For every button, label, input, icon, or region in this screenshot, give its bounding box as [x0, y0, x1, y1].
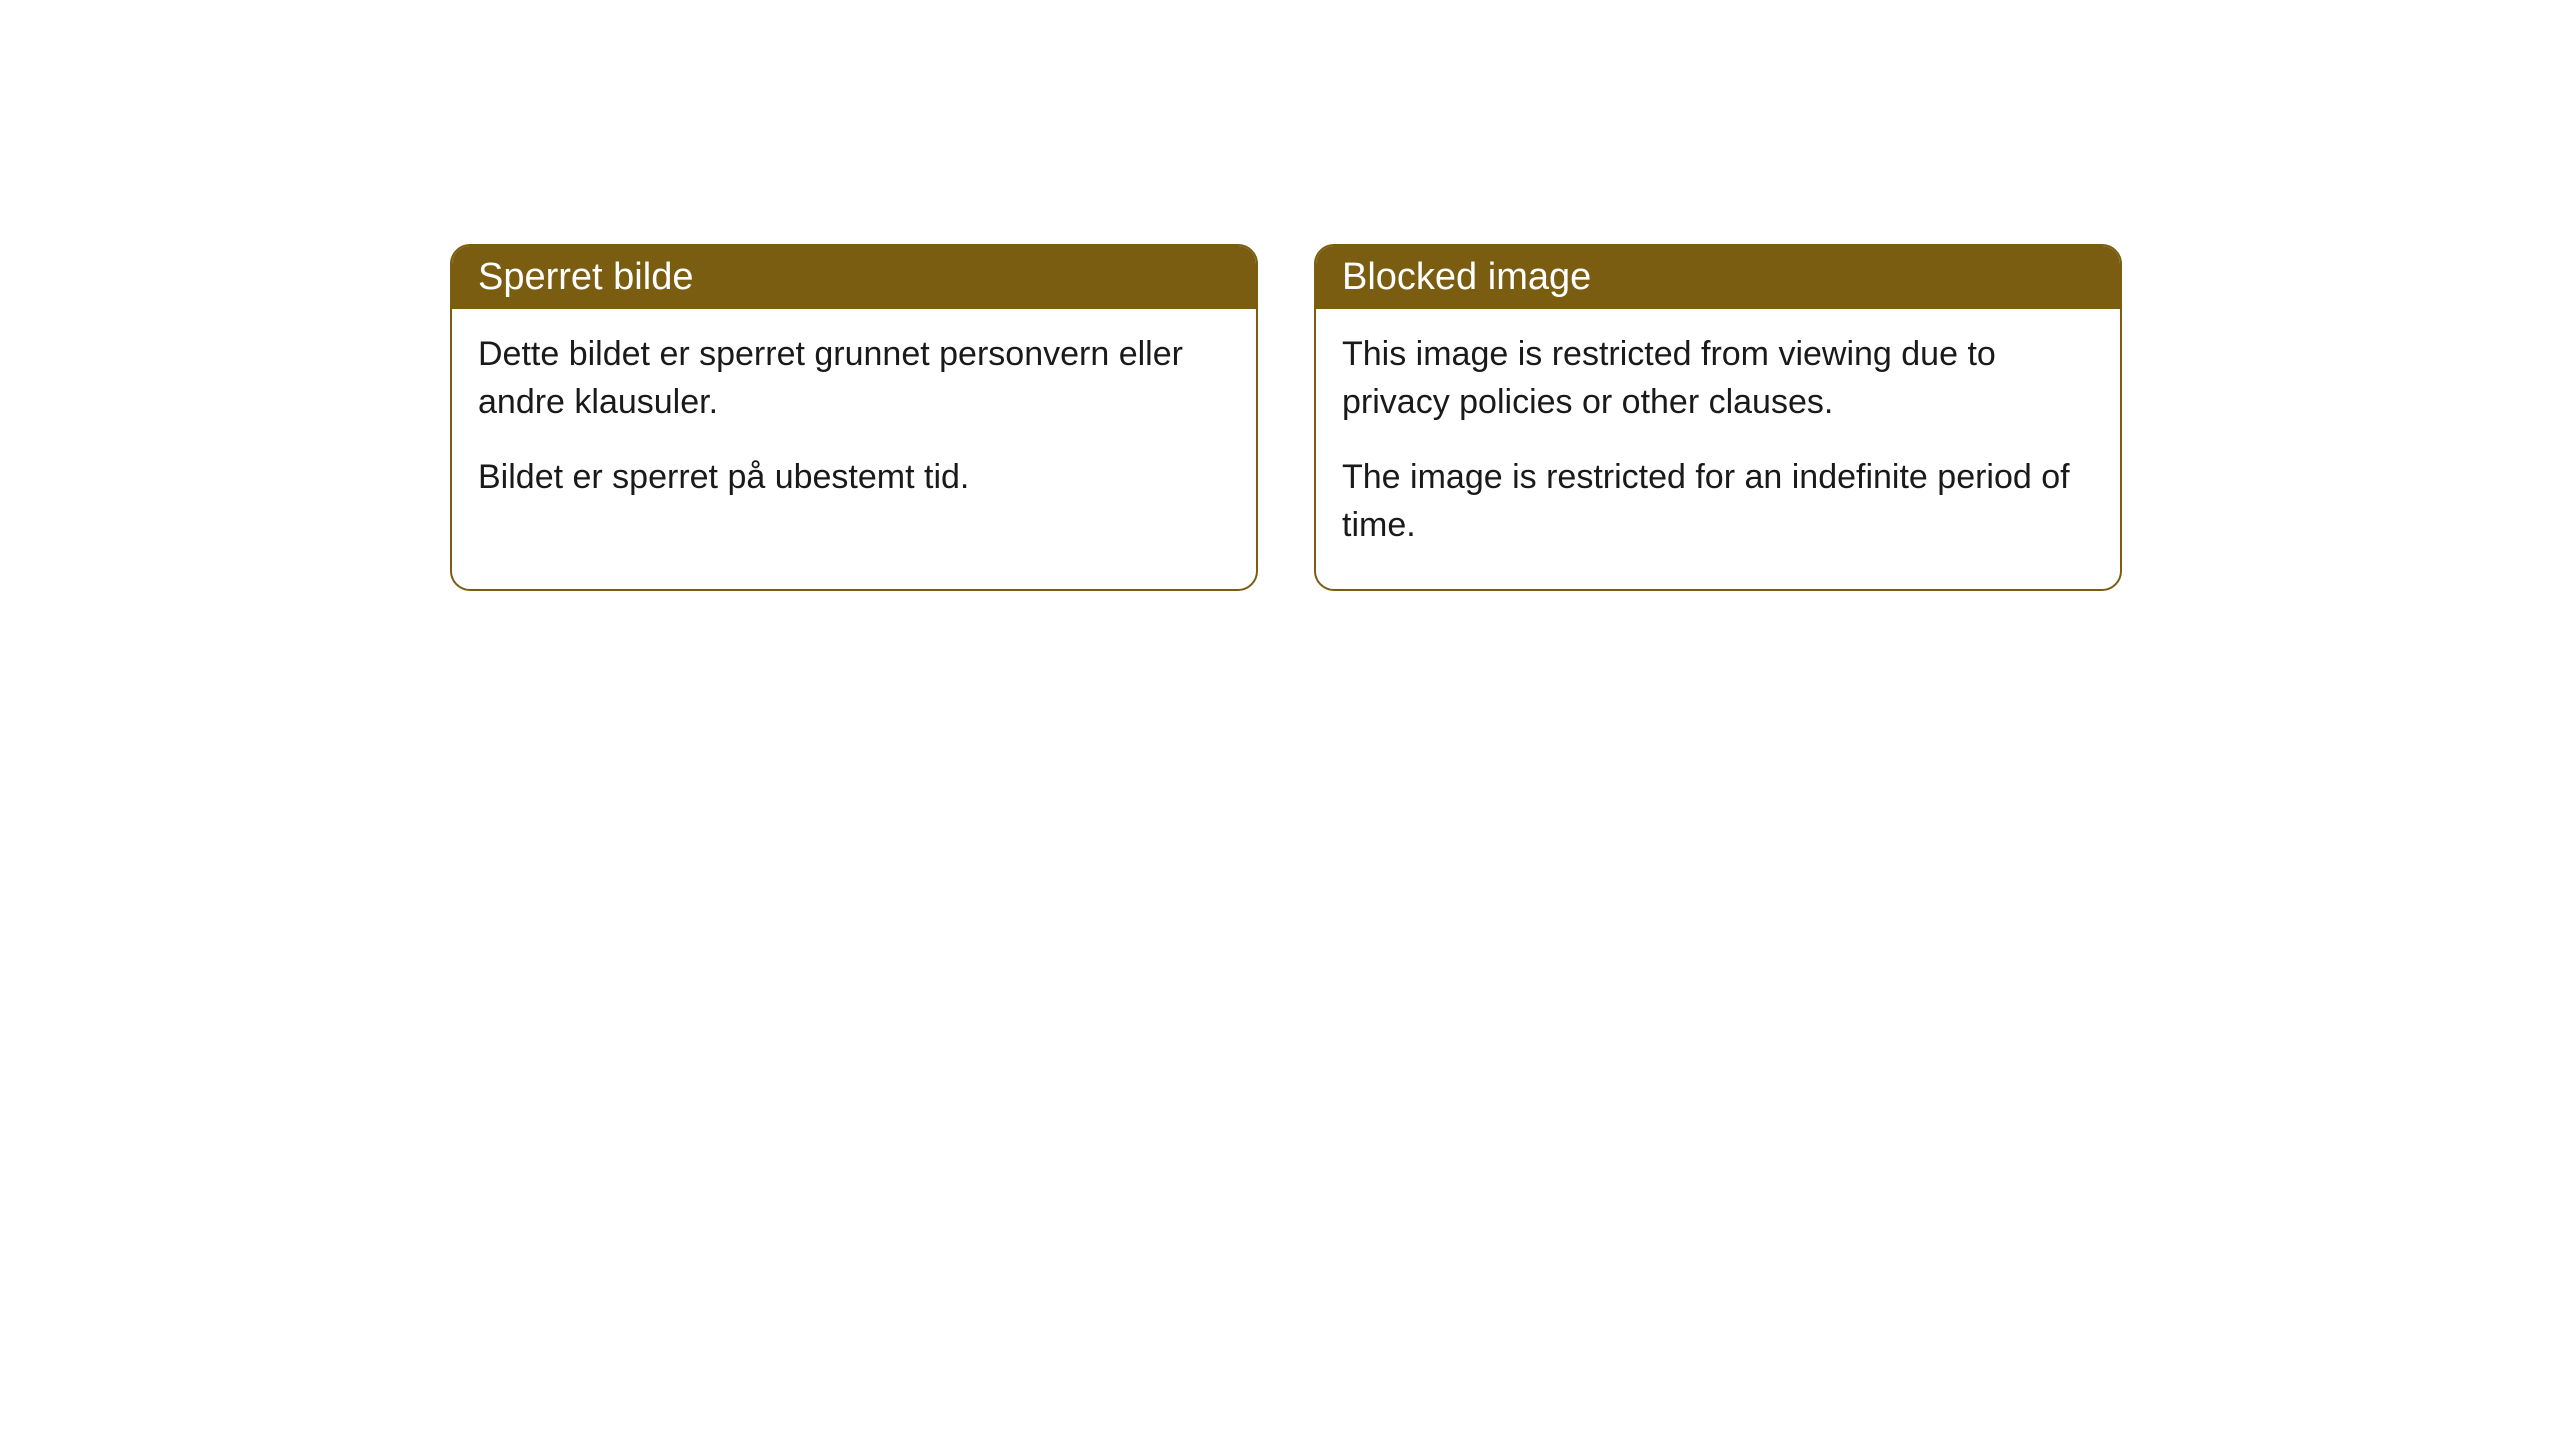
notice-title-norwegian: Sperret bilde: [452, 246, 1256, 309]
notice-card-english: Blocked image This image is restricted f…: [1314, 244, 2122, 591]
notice-paragraph: Bildet er sperret på ubestemt tid.: [478, 454, 1230, 502]
notice-body-english: This image is restricted from viewing du…: [1316, 309, 2120, 589]
notice-paragraph: Dette bildet er sperret grunnet personve…: [478, 331, 1230, 426]
notice-paragraph: This image is restricted from viewing du…: [1342, 331, 2094, 426]
notice-card-norwegian: Sperret bilde Dette bildet er sperret gr…: [450, 244, 1258, 591]
notice-body-norwegian: Dette bildet er sperret grunnet personve…: [452, 309, 1256, 542]
notice-container: Sperret bilde Dette bildet er sperret gr…: [0, 0, 2560, 591]
notice-title-english: Blocked image: [1316, 246, 2120, 309]
notice-paragraph: The image is restricted for an indefinit…: [1342, 454, 2094, 549]
